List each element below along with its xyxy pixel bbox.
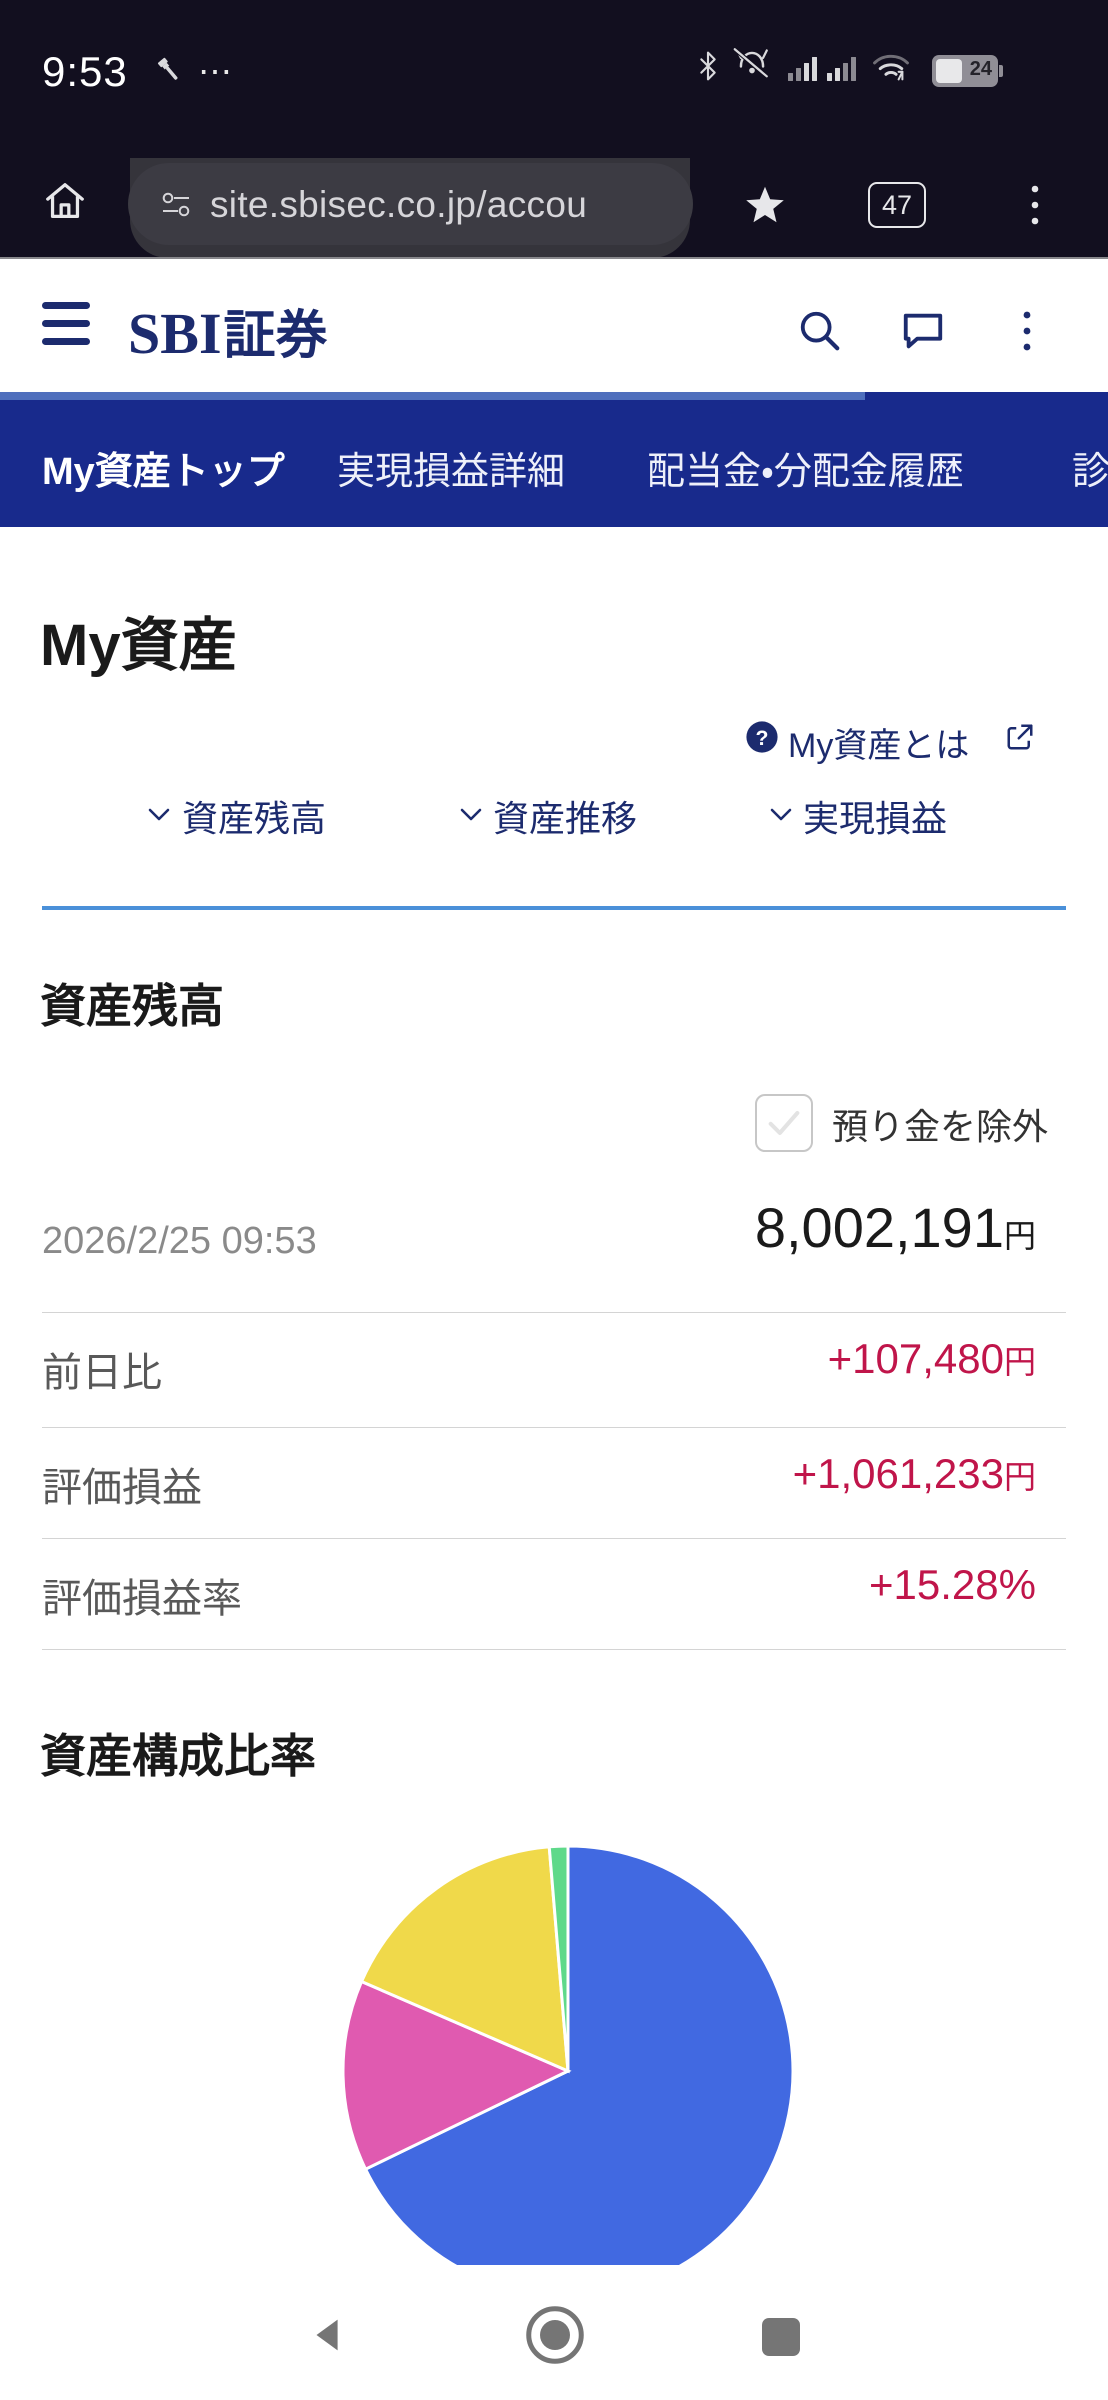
svg-text:?: ? [756,726,769,750]
